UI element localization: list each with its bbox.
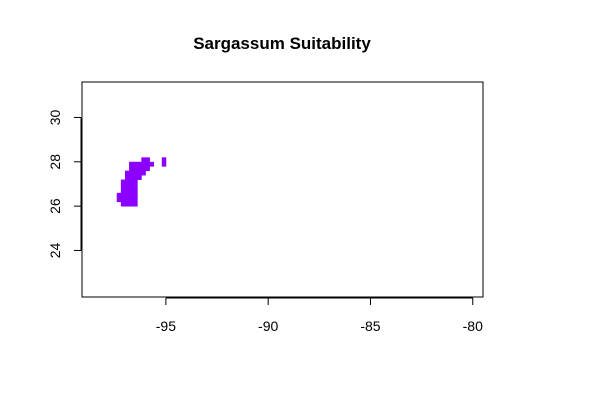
chart-title: Sargassum Suitability (193, 34, 371, 53)
raster-cell (129, 192, 134, 198)
raster-cell (133, 188, 138, 194)
raster-layer (116, 157, 167, 207)
raster-cell (133, 166, 138, 172)
raster-cell (141, 161, 146, 167)
y-tick-label: 24 (47, 242, 63, 258)
raster-cell (124, 201, 130, 207)
raster-cell (124, 183, 130, 189)
raster-cell (124, 170, 130, 176)
raster-cell (133, 179, 138, 185)
raster-cell (141, 157, 146, 163)
raster-cell (161, 161, 167, 167)
raster-cell (133, 201, 138, 207)
raster-cell (120, 188, 126, 194)
y-tick-label: 28 (47, 154, 63, 170)
y-tick-label: 26 (47, 198, 63, 214)
raster-cell (124, 192, 130, 198)
x-tick-label: -80 (463, 318, 483, 334)
y-tick-label: 30 (47, 109, 63, 125)
raster-cell (141, 166, 146, 172)
raster-cell (124, 175, 130, 180)
raster-cell (120, 192, 126, 198)
x-tick-label: -85 (360, 318, 380, 334)
raster-cell (120, 183, 126, 189)
raster-cell (124, 188, 130, 194)
raster-cell (141, 170, 146, 176)
raster-cell (133, 161, 138, 167)
raster-cell (149, 161, 155, 167)
raster-cell (137, 166, 142, 172)
raster-cell (120, 197, 126, 203)
raster-cell (124, 197, 130, 203)
raster-cell (137, 170, 142, 176)
raster-cell (133, 197, 138, 203)
raster-cell (137, 161, 142, 167)
raster-cell (129, 183, 134, 189)
raster-cell (129, 170, 134, 176)
raster-cell (120, 201, 126, 207)
raster-cell (124, 179, 130, 185)
raster-cell (133, 175, 138, 180)
raster-cell (116, 197, 122, 203)
raster-cell (133, 183, 138, 189)
raster-cell (129, 188, 134, 194)
y-axis: 24 26 28 30 (47, 109, 82, 258)
raster-cell (137, 175, 142, 180)
raster-cell (120, 179, 126, 185)
raster-cell (133, 170, 138, 176)
x-tick-label: -90 (258, 318, 278, 334)
raster-cell (145, 161, 150, 167)
raster-cell (161, 157, 167, 163)
raster-cell (129, 179, 134, 185)
x-axis: -95 -90 -85 -80 (156, 297, 483, 334)
raster-cell (129, 175, 134, 180)
raster-cell (129, 201, 134, 207)
raster-cell (116, 192, 122, 198)
plot-frame (81, 81, 484, 298)
raster-cell (145, 166, 150, 172)
raster-cell (145, 157, 150, 163)
raster-cell (129, 161, 134, 167)
raster-cell (133, 192, 138, 198)
raster-cell (129, 197, 134, 203)
x-tick-label: -95 (156, 318, 176, 334)
raster-cell (129, 166, 134, 172)
